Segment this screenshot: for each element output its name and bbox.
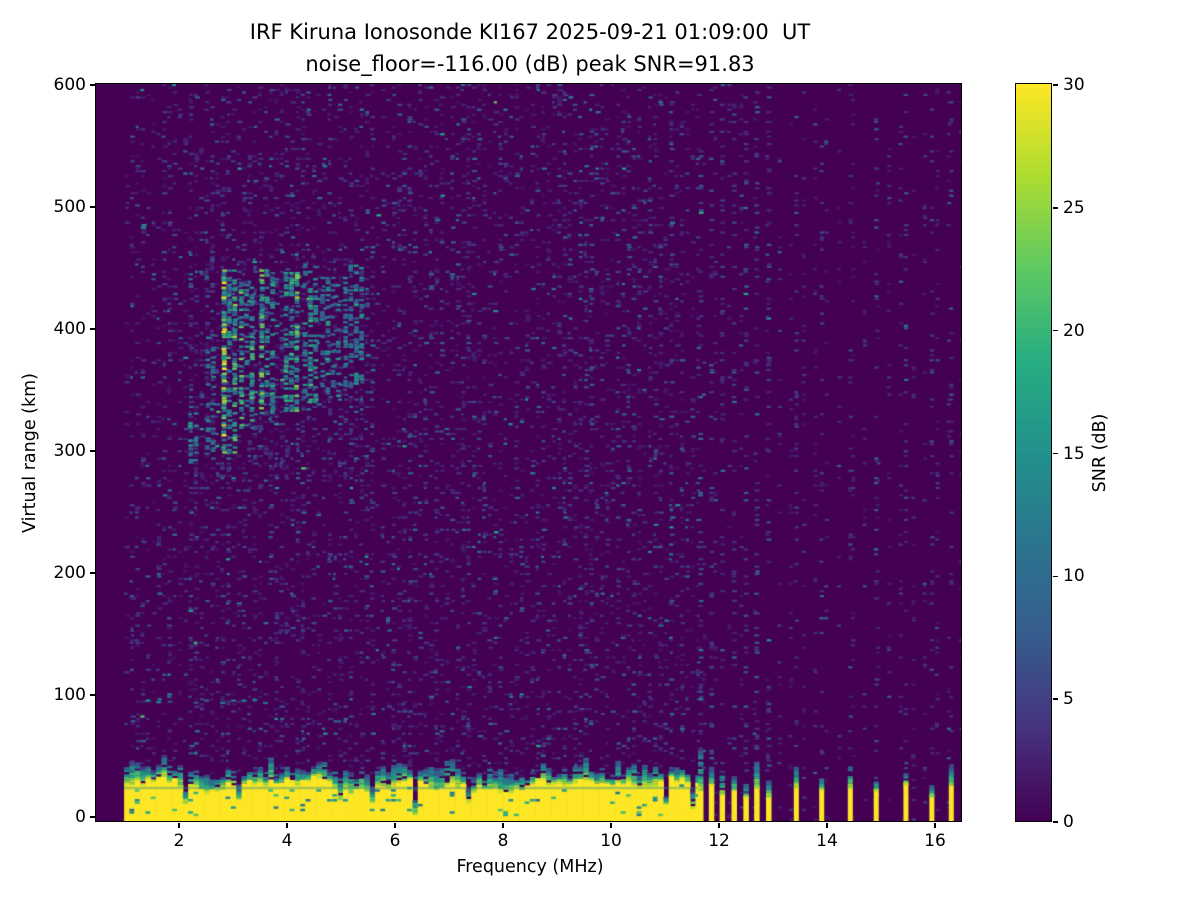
y-tick-mark xyxy=(90,328,96,330)
y-tick-label: 200 xyxy=(53,563,86,584)
colorbar xyxy=(1015,83,1053,823)
x-tick-mark xyxy=(394,823,396,828)
colorbar-tick-label: 25 xyxy=(1063,197,1085,218)
y-tick-label: 100 xyxy=(53,685,86,706)
y-axis-label: Virtual range (km) xyxy=(20,372,40,534)
colorbar-tick-label: 5 xyxy=(1063,689,1074,710)
colorbar-tick-mark xyxy=(1053,698,1058,700)
x-tick-mark xyxy=(718,823,720,828)
colorbar-label: SNR (dB) xyxy=(1090,413,1110,493)
colorbar-tick-label: 10 xyxy=(1063,566,1085,587)
x-tick-label: 12 xyxy=(708,831,730,851)
colorbar-tick-mark xyxy=(1053,575,1058,578)
y-tick-label: 0 xyxy=(75,807,86,828)
y-tick-mark xyxy=(90,84,96,86)
x-tick-mark xyxy=(502,823,504,828)
y-tick-mark xyxy=(90,572,96,574)
plot-area xyxy=(95,83,963,823)
colorbar-tick-label: 0 xyxy=(1063,812,1074,832)
x-tick-mark xyxy=(610,823,612,828)
x-tick-label: 4 xyxy=(281,831,293,851)
x-tick-label: 2 xyxy=(173,831,185,851)
x-tick-label: 16 xyxy=(924,831,946,851)
chart-title-line2: noise_floor=-116.00 (dB) peak SNR=91.83 xyxy=(305,52,755,76)
ionogram-heatmap-canvas xyxy=(96,84,962,822)
colorbar-gradient xyxy=(1016,84,1052,822)
colorbar-tick-mark xyxy=(1053,821,1058,823)
colorbar-tick-mark xyxy=(1053,207,1058,209)
x-tick-label: 8 xyxy=(497,831,509,851)
x-axis-label: Frequency (MHz) xyxy=(456,857,604,877)
x-tick-label: 14 xyxy=(816,831,838,851)
y-tick-label: 600 xyxy=(53,75,86,95)
x-tick-mark xyxy=(826,823,828,828)
x-tick-mark xyxy=(178,823,180,828)
x-tick-mark xyxy=(934,823,936,828)
x-tick-mark xyxy=(286,823,288,828)
y-tick-label: 400 xyxy=(53,319,86,340)
colorbar-tick-mark xyxy=(1053,84,1058,86)
chart-title-line1: IRF Kiruna Ionosonde KI167 2025-09-21 01… xyxy=(249,20,811,44)
y-tick-mark xyxy=(90,694,96,696)
colorbar-tick-label: 15 xyxy=(1063,443,1085,464)
colorbar-tick-mark xyxy=(1053,329,1058,332)
colorbar-tick-label: 20 xyxy=(1063,320,1085,341)
x-tick-label: 10 xyxy=(600,831,622,851)
x-tick-label: 6 xyxy=(389,831,401,851)
y-tick-mark xyxy=(90,450,96,452)
y-tick-label: 500 xyxy=(53,197,86,218)
y-tick-label: 300 xyxy=(53,441,86,462)
y-tick-mark xyxy=(90,206,96,208)
colorbar-tick-mark xyxy=(1053,452,1058,455)
y-tick-mark xyxy=(90,816,96,818)
colorbar-tick-label: 30 xyxy=(1063,75,1085,95)
